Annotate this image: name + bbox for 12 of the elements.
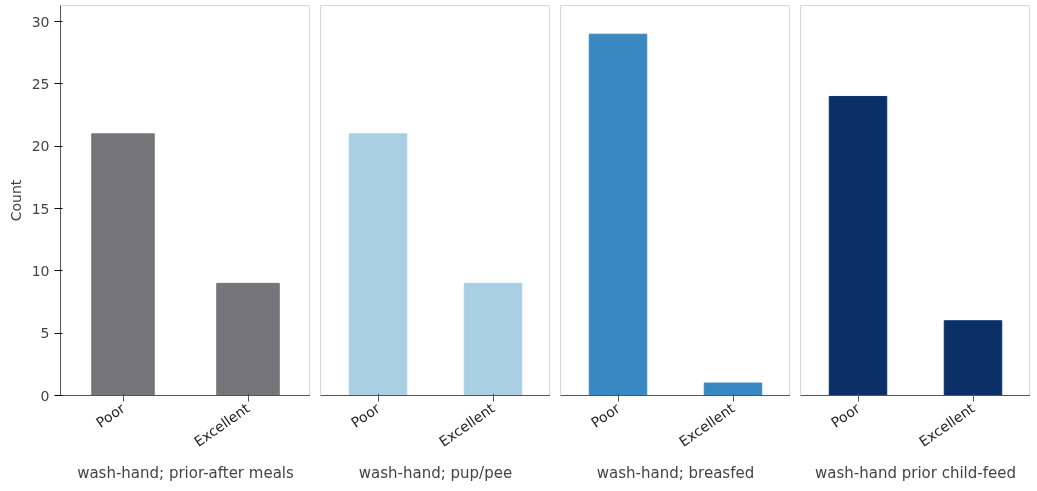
- x-axis-title: wash-hand; prior-after meals: [77, 464, 295, 483]
- y-tick-label: 5: [40, 325, 50, 342]
- y-tick-label: 25: [31, 76, 50, 92]
- x-axis-title: wash-hand; breasfed: [596, 464, 755, 483]
- y-tick-label: 15: [31, 200, 50, 217]
- x-axis-title: wash-hand prior child-feed: [815, 464, 1016, 483]
- x-axis-title: wash-hand; pup/pee: [358, 464, 513, 483]
- y-tick-label: 0: [40, 387, 50, 404]
- y-tick-label: 30: [31, 13, 50, 30]
- y-axis-title: Count: [7, 179, 24, 222]
- y-tick-label: 20: [31, 138, 50, 155]
- y-tick-label: 10: [31, 262, 50, 279]
